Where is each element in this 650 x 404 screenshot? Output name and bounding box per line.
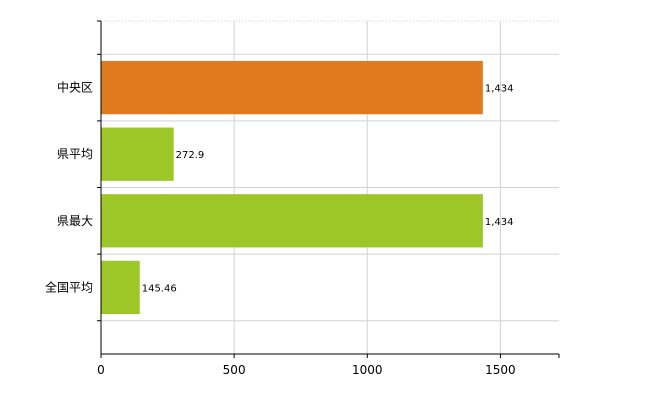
x-tick-label: 0 xyxy=(97,363,105,377)
data-label: 1,434 xyxy=(485,217,514,228)
data-label: 272.9 xyxy=(176,150,205,161)
category-label: 全国平均 xyxy=(45,279,93,294)
x-tick-label: 1500 xyxy=(485,363,516,377)
category-label: 県平均 xyxy=(57,147,93,161)
x-tick-label: 1000 xyxy=(352,363,383,377)
data-label: 145.46 xyxy=(142,283,177,294)
x-tick-label: 500 xyxy=(223,363,246,377)
bar-0 xyxy=(101,60,483,115)
bar-3 xyxy=(101,260,140,315)
bar-1 xyxy=(101,127,174,181)
category-label: 県最大 xyxy=(57,214,93,228)
bar-2 xyxy=(101,194,483,248)
category-label: 中央区 xyxy=(57,80,93,95)
data-label: 1,434 xyxy=(485,84,514,95)
